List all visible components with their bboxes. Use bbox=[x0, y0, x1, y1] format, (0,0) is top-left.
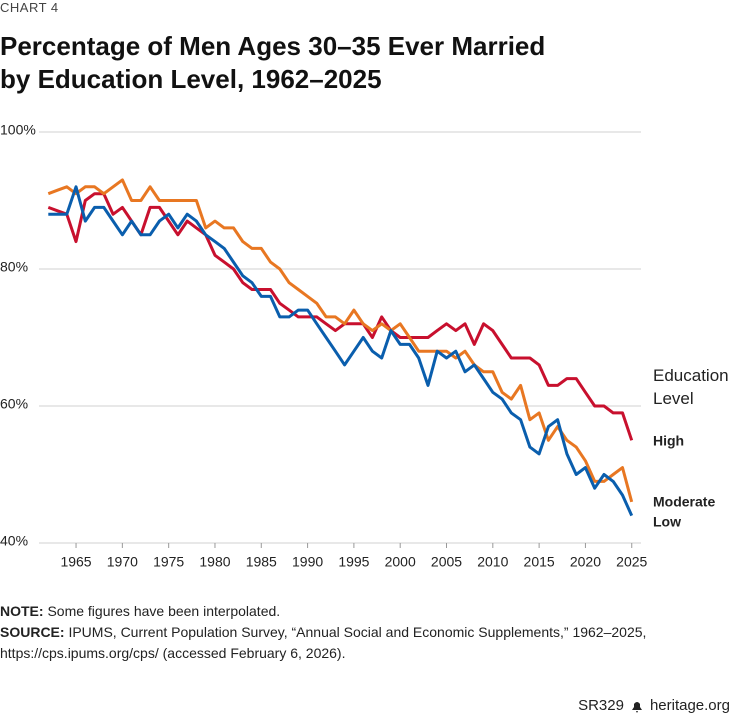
note: NOTE: Some figures have been interpolate… bbox=[0, 601, 734, 622]
y-tick-label: 80% bbox=[0, 259, 28, 275]
source: SOURCE: IPUMS, Current Population Survey… bbox=[0, 622, 734, 664]
x-tick-label: 1965 bbox=[60, 554, 91, 570]
x-tick-label: 1995 bbox=[338, 554, 369, 570]
y-tick-label: 60% bbox=[0, 396, 28, 412]
source-text: IPUMS, Current Population Survey, “Annua… bbox=[0, 624, 647, 661]
chart-title: Percentage of Men Ages 30–35 Ever Marrie… bbox=[0, 31, 546, 94]
legend-label: Low bbox=[653, 514, 681, 530]
chart: 40% 60% 80% 100% 1965 1970 1975 1980 1985 1990 199… bbox=[0, 122, 715, 570]
site: heritage.org bbox=[649, 697, 730, 714]
y-tick-label: 40% bbox=[0, 533, 28, 549]
x-tick-label: 2025 bbox=[616, 554, 647, 570]
x-tick-label: 2000 bbox=[385, 554, 416, 570]
y-tick-label: 100% bbox=[0, 122, 36, 138]
x-tick-label: 1985 bbox=[246, 554, 277, 570]
x-tick-label: 2020 bbox=[570, 554, 601, 570]
x-tick-label: 2005 bbox=[431, 554, 462, 570]
series-line bbox=[47, 192, 634, 441]
notes: NOTE: Some figures have been interpolate… bbox=[0, 601, 734, 664]
x-tick-label: 1980 bbox=[199, 554, 230, 570]
source-label: SOURCE: bbox=[0, 624, 65, 640]
series-line bbox=[47, 178, 634, 503]
bell-icon bbox=[631, 701, 642, 713]
legend-title: Education Level bbox=[653, 366, 729, 408]
footer: SR329 heritage.org bbox=[578, 697, 730, 714]
note-text: Some figures have been interpolated. bbox=[47, 603, 281, 619]
x-tick-label: 1975 bbox=[153, 554, 184, 570]
x-tick-label: 2010 bbox=[477, 554, 508, 570]
legend-label: High bbox=[653, 433, 684, 449]
series-line bbox=[48, 185, 634, 517]
chart-number: CHART 4 bbox=[0, 0, 59, 15]
legend-label: Moderate bbox=[653, 494, 715, 510]
note-label: NOTE: bbox=[0, 603, 44, 619]
x-tick-label: 1970 bbox=[107, 554, 138, 570]
x-tick-label: 2015 bbox=[524, 554, 555, 570]
x-tick-label: 1990 bbox=[292, 554, 323, 570]
report-id: SR329 bbox=[578, 697, 624, 714]
